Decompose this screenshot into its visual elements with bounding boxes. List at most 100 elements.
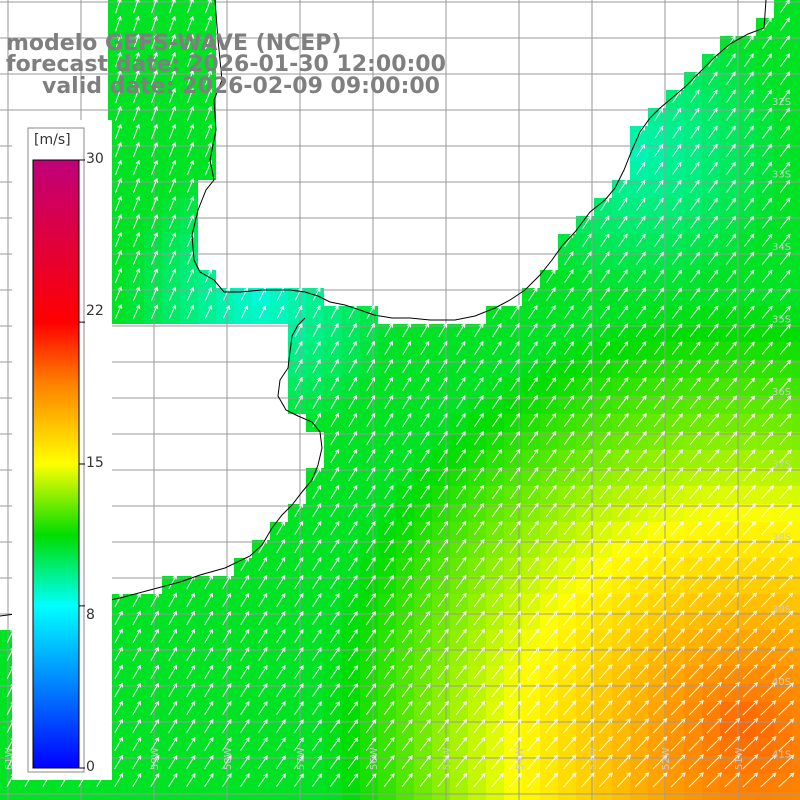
wind-arrow: [760, 700, 777, 716]
wind-arrow: [761, 233, 773, 247]
wind-arrow: [168, 592, 177, 608]
wind-arrow: [527, 412, 539, 428]
wind-arrow: [780, 71, 791, 85]
wind-arrow: [546, 268, 556, 283]
wind-arrow: [348, 340, 357, 355]
wind-arrow: [653, 395, 665, 409]
latitude-label: 39S: [772, 605, 791, 616]
wind-arrow: [437, 664, 449, 680]
wind-arrow: [581, 700, 595, 716]
wind-arrow: [545, 574, 558, 590]
wind-arrow: [366, 592, 376, 607]
wind-arrow: [778, 556, 793, 572]
wind-arrow: [635, 484, 648, 500]
wind-speed-cell: [792, 450, 800, 468]
wind-arrow: [186, 196, 195, 212]
wind-arrow: [779, 431, 792, 445]
wind-arrow: [600, 215, 610, 229]
wind-arrow: [366, 412, 376, 428]
wind-arrow: [563, 376, 575, 391]
wind-arrow: [742, 717, 759, 734]
wind-arrow: [653, 592, 667, 608]
wind-arrow: [618, 305, 629, 319]
wind-arrow: [599, 359, 611, 373]
wind-arrow: [671, 377, 683, 391]
wind-arrow: [672, 143, 682, 157]
wind-arrow: [743, 377, 756, 391]
wind-arrow: [509, 754, 522, 770]
wind-arrow: [744, 161, 754, 175]
wind-arrow: [115, 123, 122, 140]
wind-arrow: [688, 699, 704, 716]
wind-arrow: [455, 700, 468, 716]
wind-arrow: [581, 502, 594, 518]
wind-arrow: [653, 359, 665, 373]
wind-speed-cell: [792, 414, 800, 432]
wind-arrow: [672, 251, 682, 265]
wind-arrow: [564, 359, 575, 373]
wind-arrow: [402, 466, 412, 481]
wind-arrow: [707, 538, 721, 554]
wind-arrow: [760, 754, 777, 770]
wind-arrow: [384, 556, 394, 572]
wind-arrow: [636, 197, 646, 211]
wind-arrow: [599, 700, 613, 716]
wind-arrow: [132, 250, 141, 266]
wind-speed-cell: [792, 702, 800, 720]
wind-arrow: [636, 269, 646, 283]
wind-arrow: [634, 682, 650, 698]
wind-arrow: [294, 646, 304, 661]
wind-arrow: [581, 538, 594, 554]
wind-arrow: [491, 610, 504, 626]
wind-arrow: [760, 628, 776, 644]
wind-arrow: [672, 269, 683, 283]
wind-arrow: [312, 629, 322, 643]
argentina-coastline: [0, 317, 323, 617]
wind-speed-cell: [450, 792, 468, 800]
wind-arrow: [312, 520, 322, 535]
wind-arrow: [744, 89, 754, 103]
wind-speed-cell: [396, 792, 414, 800]
wind-arrow: [384, 322, 394, 338]
wind-speed-cell: [756, 792, 774, 800]
wind-arrow: [114, 159, 122, 176]
wind-arrow: [653, 341, 665, 355]
wind-speed-cell: [792, 684, 800, 702]
wind-arrow: [779, 233, 791, 247]
wind-arrow: [617, 556, 630, 572]
wind-arrow: [204, 123, 213, 140]
wind-arrow: [761, 215, 773, 229]
wind-arrow: [634, 700, 650, 716]
wind-arrow: [581, 466, 593, 482]
wind-arrow: [204, 15, 212, 32]
wind-arrow: [456, 358, 466, 373]
wind-arrow: [742, 592, 758, 608]
wind-arrow: [455, 682, 468, 698]
wind-arrow: [455, 592, 467, 608]
wind-arrow: [420, 502, 430, 518]
wind-arrow: [671, 359, 683, 373]
wind-arrow: [150, 754, 160, 769]
wind-arrow: [545, 772, 559, 788]
wind-arrow: [509, 646, 522, 662]
wind-arrow: [761, 179, 773, 193]
wind-arrow: [115, 51, 122, 68]
coastline: [0, 0, 767, 617]
wind-arrow: [401, 610, 413, 626]
wind-arrow: [743, 449, 756, 463]
wind-arrow: [616, 682, 631, 698]
wind-arrow: [240, 556, 250, 572]
wind-arrow: [402, 394, 412, 409]
wind-arrow: [276, 628, 286, 643]
wind-arrow: [455, 520, 467, 536]
wind-arrow: [132, 700, 142, 716]
wind-arrow: [150, 304, 159, 320]
wind-arrow: [348, 538, 358, 553]
wind-arrow: [258, 646, 268, 661]
wind-arrow: [402, 502, 412, 517]
wind-arrow: [437, 754, 450, 770]
wind-arrow: [509, 700, 522, 716]
wind-speed-cell: [378, 792, 396, 800]
wind-arrow: [491, 592, 504, 608]
wind-arrow: [778, 754, 795, 770]
